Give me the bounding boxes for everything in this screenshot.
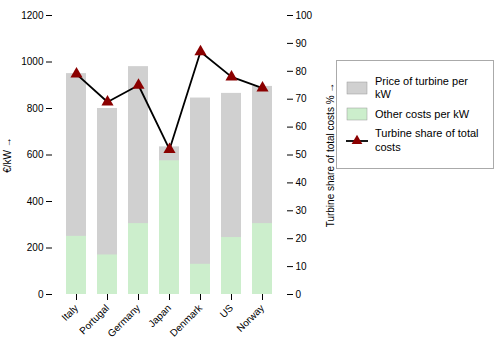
svg-text:10: 10: [296, 261, 308, 272]
svg-text:60: 60: [296, 121, 308, 132]
svg-text:Norway: Norway: [234, 302, 266, 334]
svg-text:Turbine share of total costs %: Turbine share of total costs % →: [325, 83, 336, 228]
html-text:Turbine share of total costs: Turbine share of total costs: [375, 127, 479, 153]
svg-text:US: US: [218, 302, 236, 320]
svg-text:Germany: Germany: [105, 302, 142, 339]
svg-text:0: 0: [38, 289, 44, 300]
svg-text:1000: 1000: [21, 56, 44, 67]
html-text:Price of turbine per kW: Price of turbine per kW: [375, 75, 468, 101]
svg-text:Portugal: Portugal: [77, 302, 112, 337]
svg-text:1200: 1200: [21, 10, 44, 21]
svg-text:90: 90: [296, 38, 308, 49]
svg-text:70: 70: [296, 93, 308, 104]
svg-text:30: 30: [296, 205, 308, 216]
svg-text:Italy: Italy: [59, 302, 80, 323]
svg-text:80: 80: [296, 66, 308, 77]
svg-text:0: 0: [296, 289, 302, 300]
svg-text:20: 20: [296, 233, 308, 244]
svg-text:100: 100: [296, 10, 313, 21]
svg-text:Denmark: Denmark: [168, 302, 205, 339]
svg-text:400: 400: [27, 196, 44, 207]
html-text:Other costs per kW: Other costs per kW: [375, 107, 470, 120]
svg-text:600: 600: [27, 149, 44, 160]
svg-text:50: 50: [296, 149, 308, 160]
svg-text:40: 40: [296, 177, 308, 188]
svg-text:Japan: Japan: [146, 302, 173, 329]
svg-text:€/kW →: €/kW →: [2, 137, 13, 173]
svg-text:200: 200: [27, 242, 44, 253]
svg-text:800: 800: [27, 103, 44, 114]
